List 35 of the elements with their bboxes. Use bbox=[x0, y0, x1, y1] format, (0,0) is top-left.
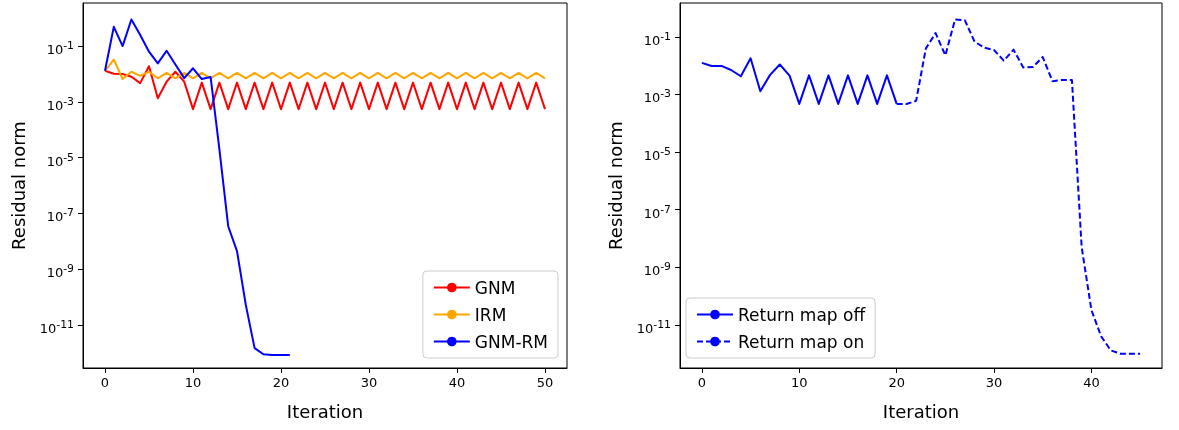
x-tick-label: 20 bbox=[888, 375, 905, 390]
x-tick-label: 20 bbox=[272, 375, 290, 390]
legend-label: Return map off bbox=[738, 304, 867, 325]
y-tick-label: 10$^{-5}$ bbox=[643, 144, 671, 164]
legend-label: Return map on bbox=[738, 331, 865, 352]
x-tick-label: 30 bbox=[985, 375, 1003, 390]
x-tick-label: 40 bbox=[448, 375, 466, 390]
y-tick-label: 10$^{-5}$ bbox=[46, 149, 74, 170]
x-tick-label: 10 bbox=[791, 375, 808, 390]
y-axis-title: Residual norm bbox=[7, 121, 29, 250]
x-tick-label: 40 bbox=[1083, 375, 1100, 390]
legend-label: GNM-RM bbox=[474, 331, 548, 352]
x-tick-label: 30 bbox=[360, 375, 378, 390]
legend-label: IRM bbox=[474, 304, 507, 325]
y-tick-label: 10$^{-3}$ bbox=[46, 93, 74, 114]
y-tick-label: 10$^{-1}$ bbox=[46, 38, 74, 58]
line-series bbox=[104, 65, 546, 111]
y-tick-label: 10$^{-9}$ bbox=[46, 261, 74, 281]
y-tick-label: 10$^{-7}$ bbox=[46, 205, 74, 225]
x-tick-label: 0 bbox=[697, 375, 707, 390]
y-tick-label: 10$^{-1}$ bbox=[643, 28, 671, 49]
line-series bbox=[104, 18, 291, 356]
legend-label: GNM bbox=[474, 277, 516, 298]
y-tick-label: 10$^{-11}$ bbox=[39, 317, 74, 337]
x-tick-label: 0 bbox=[100, 375, 110, 390]
x-tick-label: 10 bbox=[184, 375, 202, 390]
y-axis-title: Residual norm bbox=[604, 121, 626, 250]
x-axis-title: Iteration bbox=[882, 400, 960, 422]
line-series bbox=[104, 58, 546, 81]
x-tick-label: 50 bbox=[536, 375, 554, 390]
y-tick-label: 10$^{-3}$ bbox=[643, 86, 671, 106]
y-tick-label: 10$^{-7}$ bbox=[643, 201, 671, 222]
x-axis-title: Iteration bbox=[286, 400, 364, 422]
y-tick-label: 10$^{-11}$ bbox=[636, 316, 671, 337]
y-tick-label: 10$^{-9}$ bbox=[643, 259, 671, 279]
